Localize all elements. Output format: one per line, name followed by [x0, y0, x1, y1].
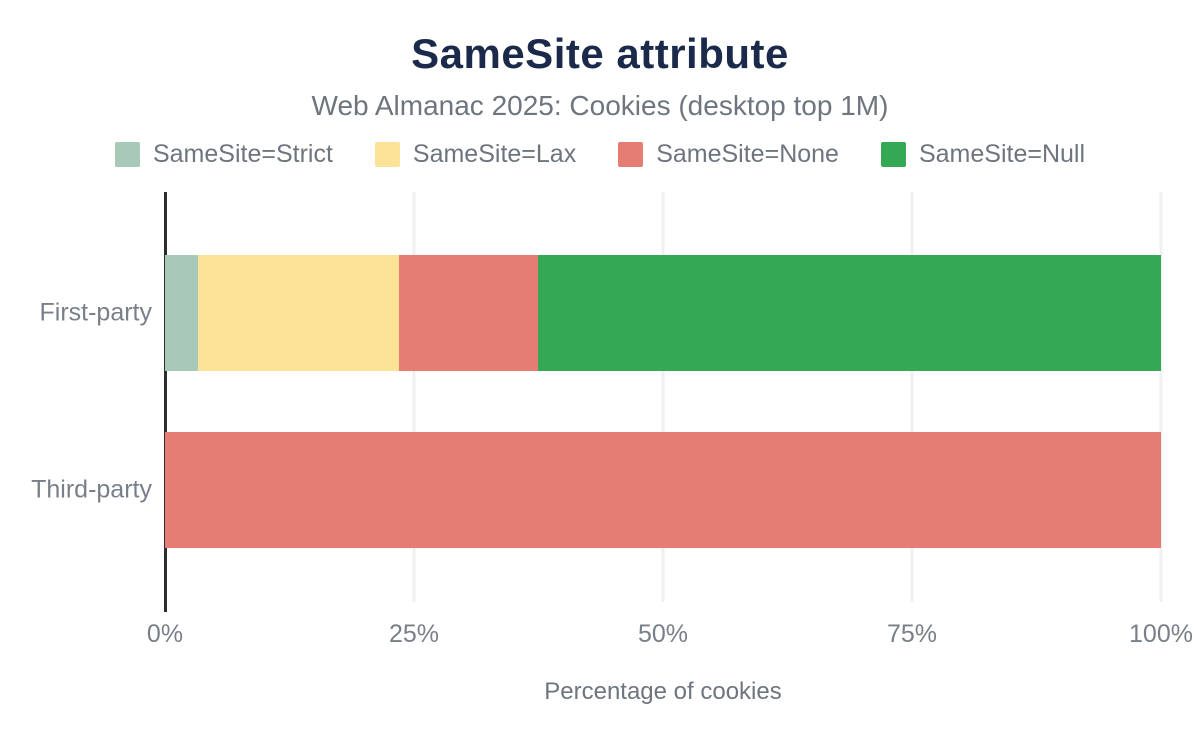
- category-label-third-party: Third-party: [31, 475, 152, 504]
- x-tick-75: 75%: [886, 620, 938, 648]
- chart-title: SameSite attribute: [411, 30, 789, 77]
- legend-label-lax: SameSite=Lax: [412, 140, 577, 168]
- x-tick-25: 25%: [388, 620, 440, 648]
- bar-segment-samesite-lax: [197, 255, 400, 371]
- legend-swatch-null-icon: [880, 142, 906, 167]
- x-tick-0: 0%: [146, 620, 184, 648]
- plot-area: [164, 192, 1163, 612]
- gridline-25: [412, 192, 416, 602]
- x-axis-title: Percentage of cookies: [544, 678, 782, 705]
- legend-swatch-lax-icon: [374, 142, 400, 167]
- legend-item-samesite-null: SameSite=Null: [880, 140, 1086, 169]
- legend-swatch-none-icon: [618, 142, 644, 167]
- bar-segment-samesite-none: [399, 255, 539, 371]
- bar-segment-samesite-strict: [165, 255, 198, 371]
- gridline-50: [661, 192, 665, 602]
- bar-segment-samesite-none: [165, 432, 1161, 548]
- bar-first-party: [165, 255, 1161, 371]
- chart-subtitle: Web Almanac 2025: Cookies (desktop top 1…: [311, 90, 889, 121]
- gridline-75: [910, 192, 914, 602]
- legend-label-none: SameSite=None: [656, 140, 839, 168]
- y-axis-line: [164, 192, 167, 612]
- legend-item-samesite-none: SameSite=None: [618, 140, 839, 169]
- legend: SameSite=Strict SameSite=Lax SameSite=No…: [0, 140, 1200, 169]
- x-tick-100: 100%: [1129, 620, 1193, 648]
- category-label-first-party: First-party: [39, 298, 153, 327]
- x-tick-50: 50%: [637, 620, 689, 648]
- legend-item-samesite-lax: SameSite=Lax: [374, 140, 577, 169]
- legend-label-strict: SameSite=Strict: [152, 140, 333, 168]
- gridline-100: [1159, 192, 1163, 602]
- legend-label-null: SameSite=Null: [918, 140, 1086, 168]
- bar-third-party: [165, 432, 1161, 548]
- bar-segment-samesite-null: [538, 255, 1161, 371]
- legend-swatch-strict-icon: [114, 142, 140, 167]
- legend-item-samesite-strict: SameSite=Strict: [114, 140, 333, 169]
